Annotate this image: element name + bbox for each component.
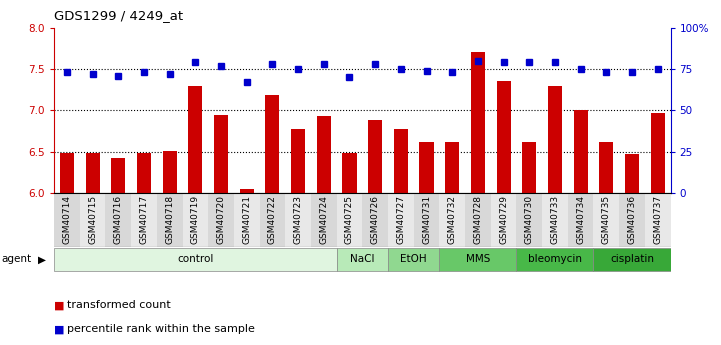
Text: GSM40726: GSM40726 bbox=[371, 195, 380, 244]
Bar bbox=[317, 116, 331, 193]
Text: GSM40723: GSM40723 bbox=[293, 195, 303, 244]
Bar bbox=[234, 193, 260, 247]
Bar bbox=[137, 154, 151, 193]
Text: transformed count: transformed count bbox=[67, 300, 171, 310]
Bar bbox=[548, 86, 562, 193]
Bar bbox=[265, 96, 280, 193]
Bar bbox=[625, 154, 639, 193]
Bar bbox=[542, 193, 567, 247]
Bar bbox=[188, 86, 203, 193]
Bar bbox=[497, 81, 510, 193]
Text: GSM40714: GSM40714 bbox=[63, 195, 71, 244]
Bar bbox=[54, 193, 80, 247]
Text: GSM40722: GSM40722 bbox=[268, 195, 277, 244]
Bar bbox=[337, 248, 388, 271]
Bar bbox=[619, 193, 645, 247]
Bar bbox=[445, 142, 459, 193]
Text: ■: ■ bbox=[54, 324, 65, 334]
Bar bbox=[645, 193, 671, 247]
Bar bbox=[650, 113, 665, 193]
Text: control: control bbox=[177, 254, 213, 264]
Bar bbox=[420, 142, 433, 193]
Text: GSM40734: GSM40734 bbox=[576, 195, 585, 244]
Bar bbox=[471, 52, 485, 193]
Text: GSM40731: GSM40731 bbox=[422, 195, 431, 244]
Text: GSM40721: GSM40721 bbox=[242, 195, 251, 244]
Bar bbox=[54, 248, 337, 271]
Text: GSM40717: GSM40717 bbox=[139, 195, 149, 244]
Text: GSM40735: GSM40735 bbox=[602, 195, 611, 244]
Bar bbox=[388, 193, 414, 247]
Text: GDS1299 / 4249_at: GDS1299 / 4249_at bbox=[54, 9, 183, 22]
Text: EtOH: EtOH bbox=[400, 254, 427, 264]
Text: NaCl: NaCl bbox=[350, 254, 374, 264]
Bar bbox=[574, 110, 588, 193]
Bar bbox=[522, 142, 536, 193]
Bar bbox=[131, 193, 156, 247]
Bar bbox=[388, 248, 439, 271]
Text: MMS: MMS bbox=[466, 254, 490, 264]
Text: GSM40720: GSM40720 bbox=[216, 195, 226, 244]
Text: GSM40719: GSM40719 bbox=[191, 195, 200, 244]
Bar bbox=[439, 248, 516, 271]
Bar bbox=[86, 154, 99, 193]
Bar bbox=[60, 154, 74, 193]
Bar bbox=[157, 193, 182, 247]
Text: GSM40730: GSM40730 bbox=[525, 195, 534, 244]
Bar bbox=[311, 193, 337, 247]
Bar bbox=[80, 193, 105, 247]
Bar bbox=[414, 193, 439, 247]
Bar bbox=[286, 193, 311, 247]
Text: ■: ■ bbox=[54, 300, 65, 310]
Text: GSM40728: GSM40728 bbox=[474, 195, 482, 244]
Bar bbox=[342, 154, 356, 193]
Bar bbox=[599, 142, 614, 193]
Text: GSM40729: GSM40729 bbox=[499, 195, 508, 244]
Bar bbox=[362, 193, 388, 247]
Bar bbox=[593, 248, 671, 271]
Bar bbox=[491, 193, 516, 247]
Bar bbox=[182, 193, 208, 247]
Bar bbox=[208, 193, 234, 247]
Text: GSM40727: GSM40727 bbox=[397, 195, 405, 244]
Bar bbox=[337, 193, 362, 247]
Bar bbox=[593, 193, 619, 247]
Text: GSM40718: GSM40718 bbox=[165, 195, 174, 244]
Bar bbox=[439, 193, 465, 247]
Text: GSM40736: GSM40736 bbox=[627, 195, 637, 244]
Text: percentile rank within the sample: percentile rank within the sample bbox=[67, 324, 255, 334]
Bar bbox=[394, 129, 408, 193]
Text: GSM40733: GSM40733 bbox=[550, 195, 559, 244]
Text: bleomycin: bleomycin bbox=[528, 254, 582, 264]
Text: GSM40725: GSM40725 bbox=[345, 195, 354, 244]
Text: agent: agent bbox=[1, 255, 32, 264]
Bar bbox=[368, 120, 382, 193]
Bar bbox=[111, 158, 125, 193]
Bar bbox=[567, 193, 593, 247]
Bar bbox=[465, 193, 491, 247]
Bar bbox=[260, 193, 286, 247]
Text: GSM40715: GSM40715 bbox=[88, 195, 97, 244]
Text: GSM40732: GSM40732 bbox=[448, 195, 456, 244]
Bar bbox=[291, 129, 305, 193]
Bar bbox=[214, 115, 228, 193]
Text: GSM40737: GSM40737 bbox=[653, 195, 662, 244]
Text: ▶: ▶ bbox=[37, 255, 45, 264]
Bar bbox=[105, 193, 131, 247]
Bar bbox=[239, 189, 254, 193]
Bar bbox=[163, 151, 177, 193]
Text: GSM40724: GSM40724 bbox=[319, 195, 328, 244]
Bar bbox=[516, 248, 593, 271]
Bar bbox=[516, 193, 542, 247]
Text: cisplatin: cisplatin bbox=[610, 254, 654, 264]
Text: GSM40716: GSM40716 bbox=[114, 195, 123, 244]
